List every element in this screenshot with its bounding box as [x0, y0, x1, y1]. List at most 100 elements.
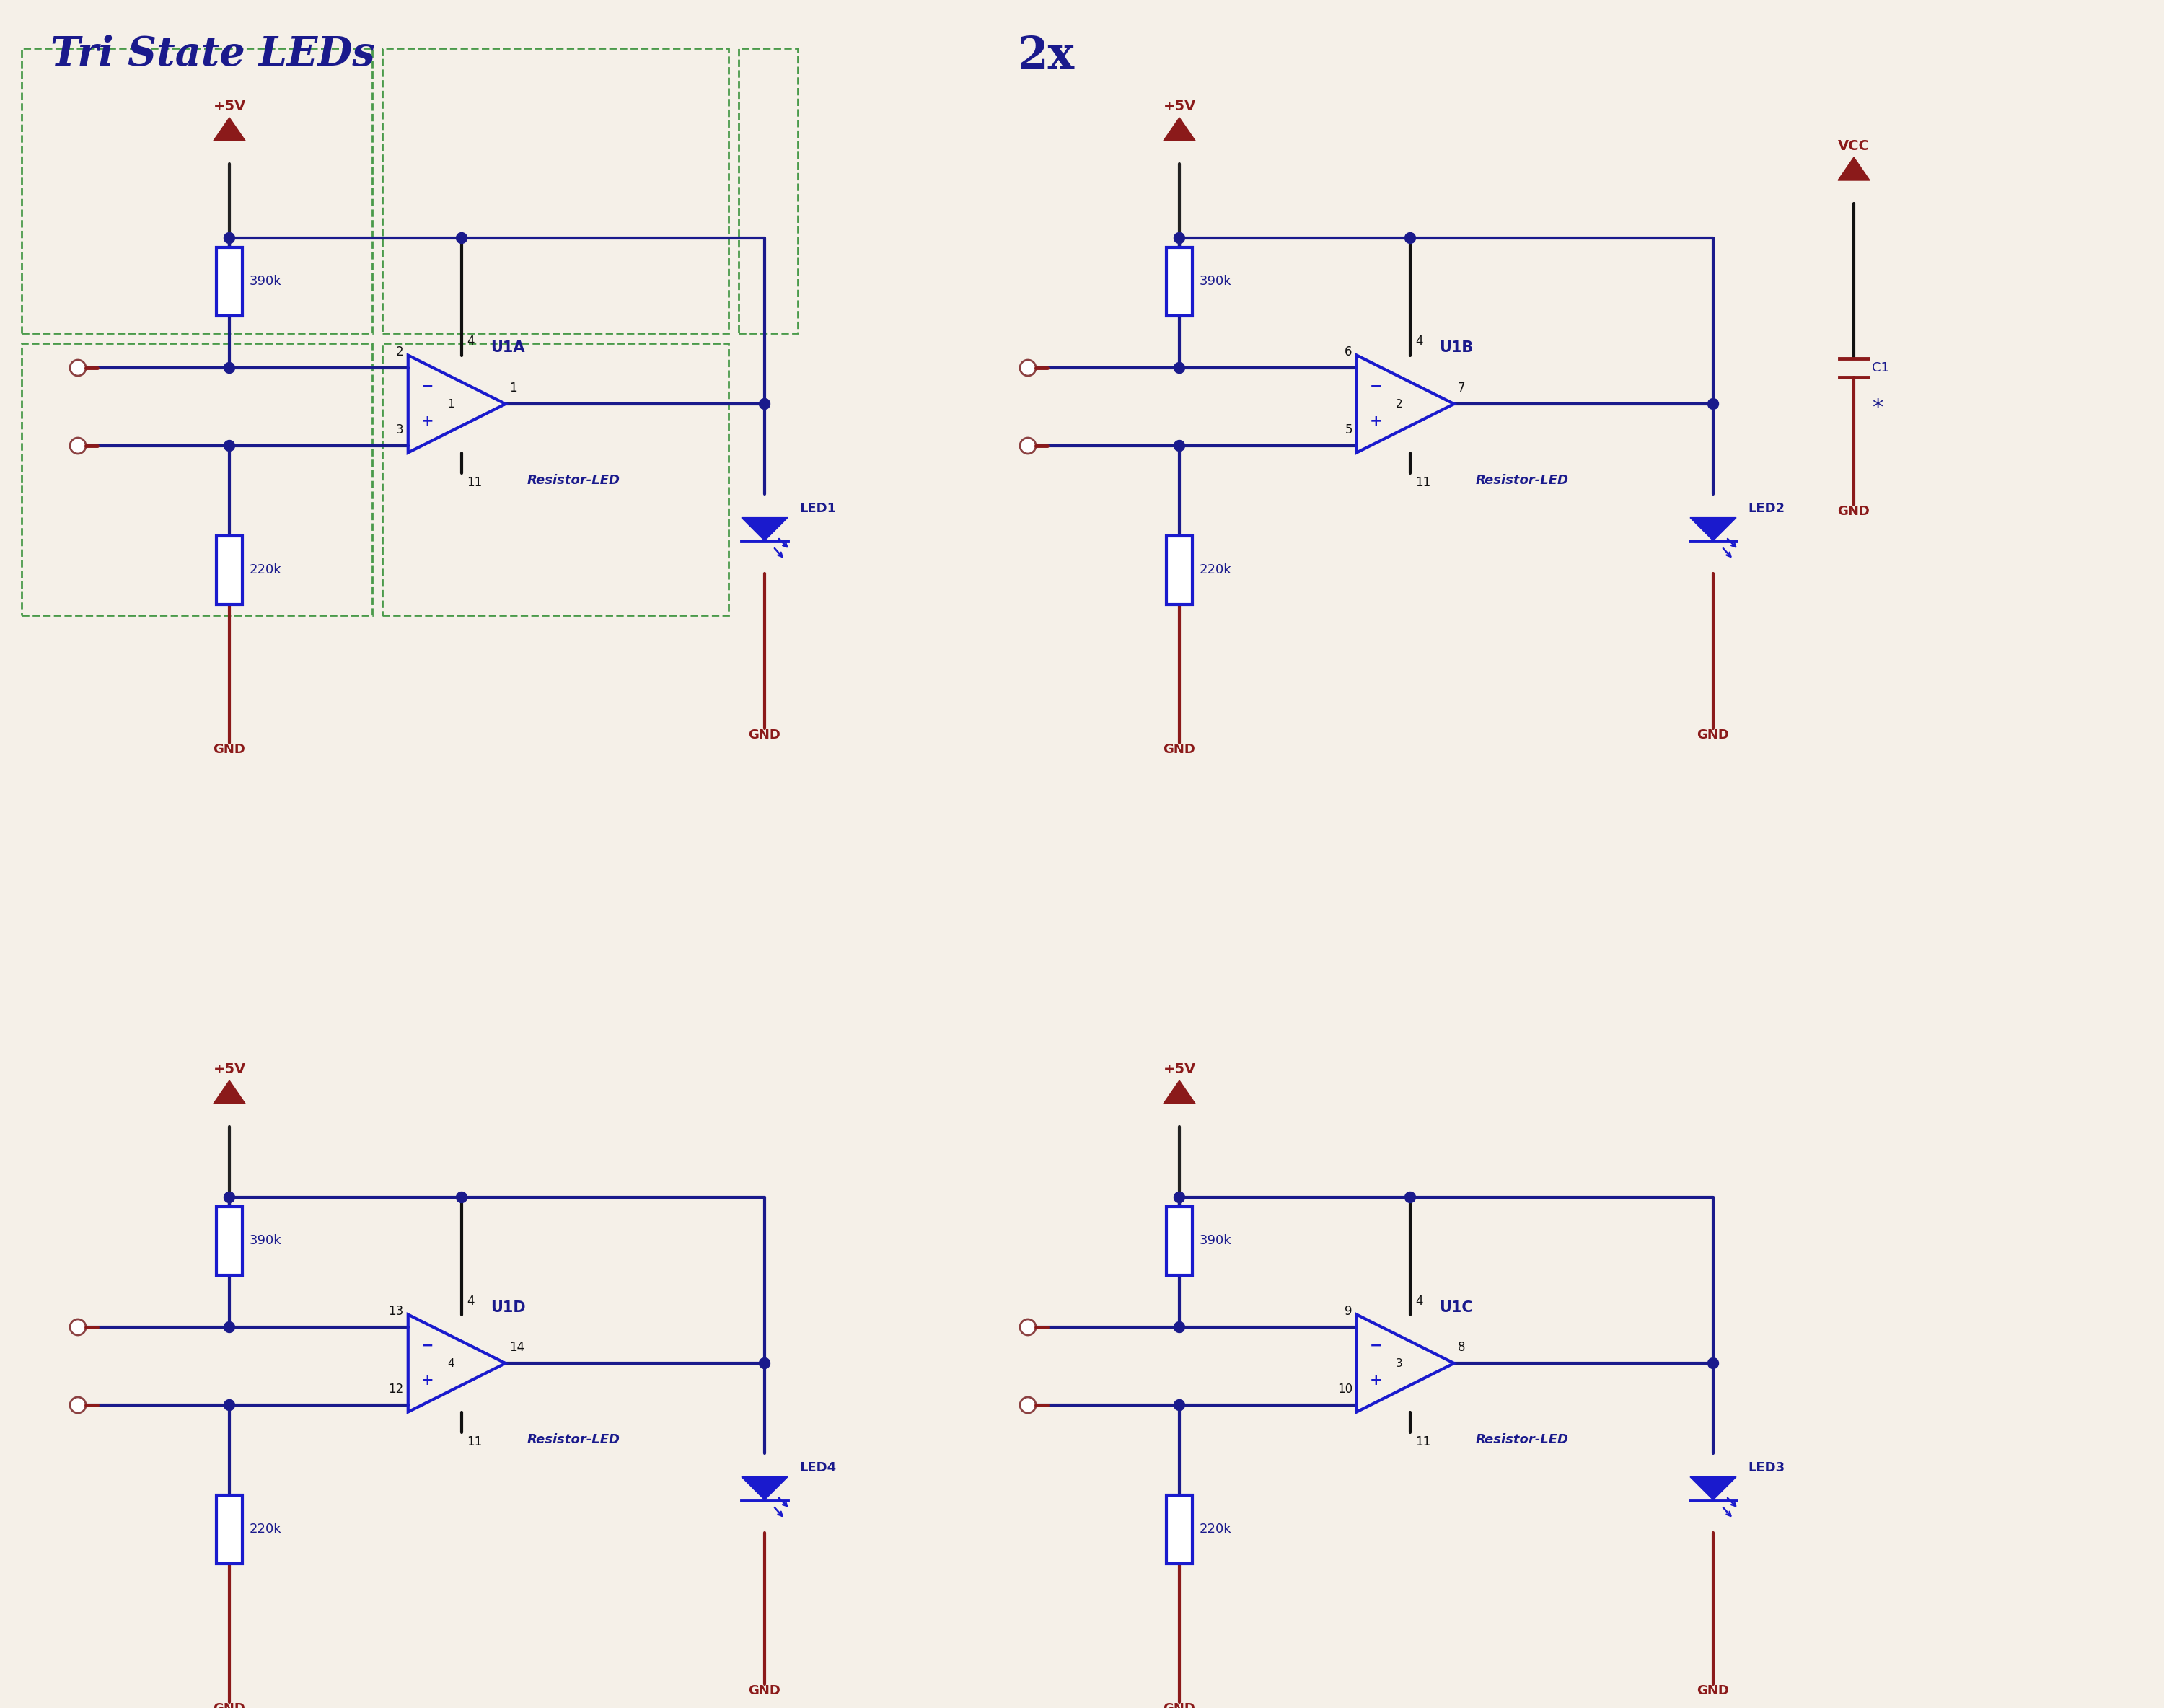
Bar — [1166, 1206, 1192, 1274]
Circle shape — [1175, 1399, 1186, 1411]
Text: 4: 4 — [1415, 1295, 1424, 1307]
Circle shape — [225, 232, 234, 244]
Bar — [383, 343, 729, 615]
Text: LED4: LED4 — [799, 1462, 835, 1474]
Text: Resistor-LED: Resistor-LED — [1476, 473, 1569, 487]
Text: GND: GND — [214, 743, 245, 757]
Text: 390k: 390k — [249, 275, 281, 287]
Text: −: − — [1370, 379, 1383, 393]
Text: Resistor-LED: Resistor-LED — [528, 1433, 621, 1447]
Text: GND: GND — [1164, 1703, 1195, 1708]
Circle shape — [760, 398, 770, 410]
Text: 4: 4 — [467, 1295, 474, 1307]
Text: 220k: 220k — [1199, 564, 1231, 576]
Text: +5V: +5V — [1162, 99, 1197, 113]
Bar — [22, 343, 372, 615]
Text: 13: 13 — [390, 1305, 405, 1319]
Text: U1B: U1B — [1439, 342, 1474, 355]
Polygon shape — [1690, 1477, 1736, 1500]
Circle shape — [760, 1358, 770, 1368]
Text: 4: 4 — [448, 1358, 454, 1368]
Text: 390k: 390k — [1199, 1235, 1231, 1247]
Text: Resistor-LED: Resistor-LED — [1476, 1433, 1569, 1447]
Polygon shape — [1837, 157, 1870, 181]
Circle shape — [1019, 437, 1037, 454]
Text: 6: 6 — [1344, 345, 1352, 359]
Text: 2: 2 — [1396, 398, 1402, 410]
Text: GND: GND — [749, 729, 781, 741]
Text: 14: 14 — [509, 1341, 524, 1354]
Text: +: + — [422, 415, 435, 429]
Circle shape — [1175, 1322, 1186, 1332]
Text: 220k: 220k — [249, 1522, 281, 1535]
Text: GND: GND — [214, 1703, 245, 1708]
Text: Resistor-LED: Resistor-LED — [528, 473, 621, 487]
Text: 3: 3 — [396, 424, 405, 436]
Text: LED3: LED3 — [1749, 1462, 1785, 1474]
Polygon shape — [214, 118, 245, 140]
Circle shape — [225, 362, 234, 374]
Text: 8: 8 — [1459, 1341, 1465, 1354]
Bar — [216, 1206, 242, 1274]
Text: 10: 10 — [1337, 1383, 1352, 1395]
Text: 11: 11 — [467, 1435, 483, 1448]
Circle shape — [1175, 1192, 1186, 1202]
Text: GND: GND — [1697, 1684, 1729, 1698]
Text: 220k: 220k — [1199, 1522, 1231, 1535]
Text: U1A: U1A — [491, 342, 526, 355]
Text: 220k: 220k — [249, 564, 281, 576]
Circle shape — [225, 441, 234, 451]
Circle shape — [225, 1399, 234, 1411]
Text: 9: 9 — [1344, 1305, 1352, 1319]
Circle shape — [1019, 360, 1037, 376]
Text: VCC: VCC — [1837, 140, 1870, 154]
Polygon shape — [742, 518, 788, 541]
Bar — [1166, 536, 1192, 605]
Bar — [1166, 248, 1192, 316]
Text: Tri State LEDs: Tri State LEDs — [50, 34, 374, 73]
Text: 1: 1 — [448, 398, 454, 410]
Text: GND: GND — [1697, 729, 1729, 741]
Text: +5V: +5V — [212, 1062, 247, 1076]
Bar — [216, 536, 242, 605]
Circle shape — [69, 360, 87, 376]
Circle shape — [69, 1319, 87, 1336]
Text: 390k: 390k — [1199, 275, 1231, 287]
Text: 2: 2 — [396, 345, 405, 359]
Circle shape — [1404, 232, 1415, 244]
Circle shape — [225, 1192, 234, 1202]
Text: U1D: U1D — [491, 1300, 526, 1315]
Text: +5V: +5V — [1162, 1062, 1197, 1076]
Text: 4: 4 — [1415, 335, 1424, 348]
Text: 3: 3 — [1396, 1358, 1402, 1368]
Text: GND: GND — [1837, 506, 1870, 518]
Circle shape — [1404, 1192, 1415, 1202]
Text: 1: 1 — [509, 381, 517, 395]
Circle shape — [1019, 1397, 1037, 1413]
Text: U1C: U1C — [1439, 1300, 1474, 1315]
Text: *: * — [1872, 396, 1883, 418]
Text: C1: C1 — [1872, 362, 1889, 374]
Text: 4: 4 — [467, 335, 474, 348]
Text: −: − — [1370, 1339, 1383, 1353]
Circle shape — [69, 1397, 87, 1413]
Bar — [383, 48, 729, 333]
Text: −: − — [422, 1339, 433, 1353]
Text: 390k: 390k — [249, 1235, 281, 1247]
Text: +: + — [422, 1373, 435, 1389]
Polygon shape — [1690, 518, 1736, 541]
Polygon shape — [742, 1477, 788, 1500]
Text: 11: 11 — [467, 477, 483, 488]
Circle shape — [1019, 1319, 1037, 1336]
Circle shape — [457, 1192, 467, 1202]
Polygon shape — [1164, 1081, 1195, 1103]
Text: LED2: LED2 — [1749, 502, 1785, 516]
Circle shape — [1175, 232, 1186, 244]
Text: 11: 11 — [1415, 477, 1430, 488]
Text: GND: GND — [749, 1684, 781, 1698]
Text: −: − — [422, 379, 433, 393]
Circle shape — [1707, 398, 1718, 410]
Text: LED1: LED1 — [799, 502, 835, 516]
Text: 12: 12 — [390, 1383, 405, 1395]
Circle shape — [457, 232, 467, 244]
